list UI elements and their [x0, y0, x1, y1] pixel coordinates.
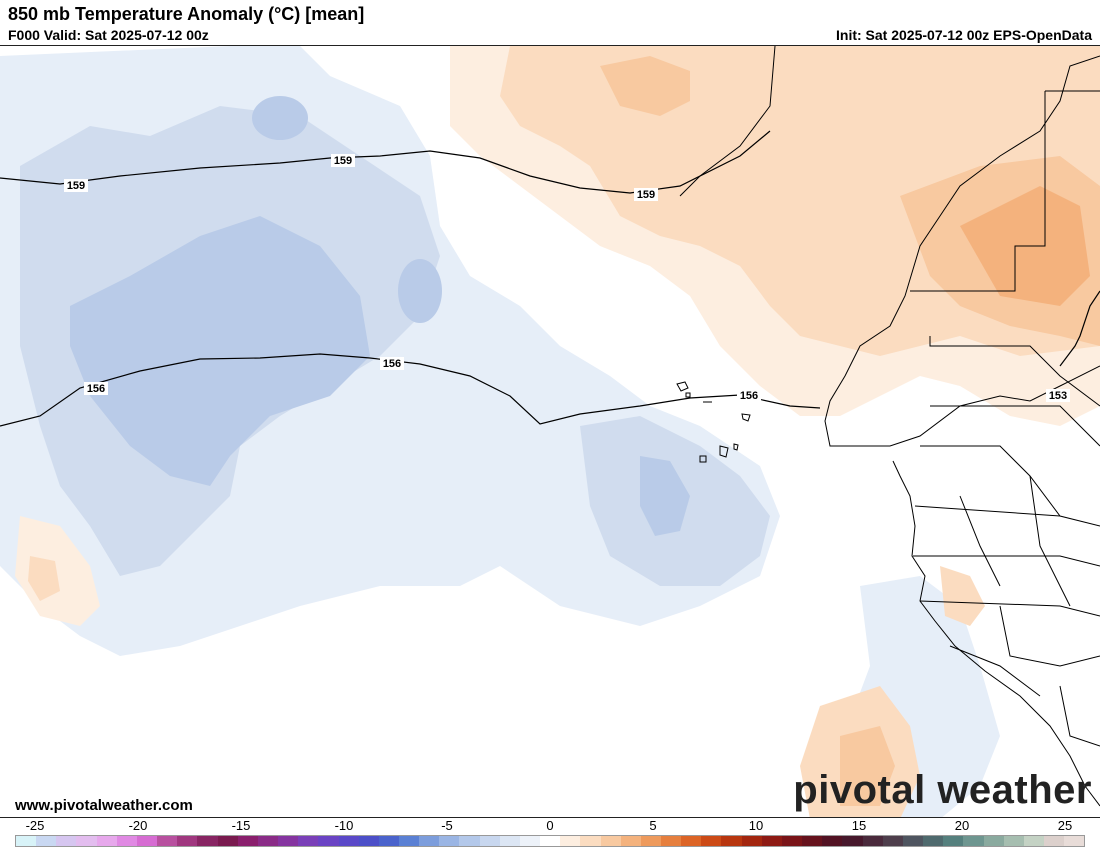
colorbar-ticks: -25 -20 -15 -10 -5 0 5 10 15 20 25 [15, 818, 1085, 833]
colorbar-swatch [681, 836, 702, 846]
colorbar-swatch [661, 836, 682, 846]
contour-label: 159 [334, 155, 352, 167]
website-url[interactable]: www.pivotalweather.com [15, 797, 193, 814]
colorbar-swatch [923, 836, 944, 846]
colorbar-tick-label: -5 [441, 818, 453, 833]
colorbar-swatch [298, 836, 319, 846]
colorbar-swatch [278, 836, 299, 846]
colorbar-swatch [761, 836, 782, 846]
contour-label: 156 [383, 358, 401, 370]
colorbar-tick-label: 5 [649, 818, 657, 833]
colorbar-tick-label: 25 [1057, 818, 1073, 833]
colorbar: -25 -20 -15 -10 -5 0 5 10 15 20 25 [15, 818, 1085, 848]
contour-label: 159 [637, 189, 655, 201]
colorbar-swatch [721, 836, 742, 846]
colorbar-swatch [882, 836, 903, 846]
colorbar-swatch [499, 836, 520, 846]
colorbar-swatch [600, 836, 621, 846]
colorbar-swatch [741, 836, 762, 846]
colorbar-swatch [902, 836, 924, 846]
colorbar-swatches [15, 835, 1085, 847]
colorbar-swatch [802, 836, 823, 846]
colorbar-swatch [56, 836, 77, 846]
contour-label-group: 159 159 159 156 156 156 153 [64, 154, 1070, 402]
colorbar-swatch [842, 836, 863, 846]
colorbar-swatch [398, 836, 420, 846]
colorbar-swatch [1064, 836, 1085, 846]
map-title: 850 mb Temperature Anomaly (°C) [mean] [8, 4, 365, 24]
colorbar-swatch [76, 836, 97, 846]
colorbar-swatch [560, 836, 581, 846]
colorbar-swatch [177, 836, 198, 846]
colorbar-swatch [338, 836, 359, 846]
colorbar-tick-label: -15 [231, 818, 251, 833]
colorbar-swatch [1003, 836, 1024, 846]
colorbar-swatch [701, 836, 722, 846]
colorbar-swatch [157, 836, 178, 846]
colorbar-swatch [943, 836, 964, 846]
colorbar-swatch [257, 836, 279, 846]
contour-label: 156 [87, 383, 105, 395]
colorbar-swatch [1023, 836, 1044, 846]
colorbar-swatch [318, 836, 339, 846]
anomaly-map-svg: 159 159 159 156 156 156 153 [0, 46, 1100, 817]
map-canvas[interactable]: 159 159 159 156 156 156 153 [0, 45, 1100, 818]
colorbar-tick-label: 10 [748, 818, 764, 833]
colorbar-swatch [36, 836, 57, 846]
colorbar-swatch [479, 836, 500, 846]
colorbar-tick-label: -10 [334, 818, 354, 833]
colorbar-swatch [580, 836, 601, 846]
colorbar-swatch [419, 836, 440, 846]
colorbar-tick-label: -20 [128, 818, 148, 833]
colorbar-swatch [519, 836, 541, 846]
pivotal-weather-logo: pivotal weather [793, 768, 1092, 812]
colorbar-tick-label: 20 [954, 818, 970, 833]
coastline-borders [676, 46, 1100, 807]
colorbar-swatch [96, 836, 117, 846]
colorbar-swatch [358, 836, 379, 846]
colorbar-swatch [217, 836, 238, 846]
colorbar-swatch [620, 836, 641, 846]
colorbar-tick-label: 0 [546, 818, 554, 833]
cold-anomaly-shading [0, 46, 1000, 817]
valid-time: F000 Valid: Sat 2025-07-12 00z [8, 27, 209, 43]
colorbar-swatch [16, 836, 37, 846]
colorbar-swatch [439, 836, 460, 846]
colorbar-swatch [459, 836, 480, 846]
contour-label: 153 [1049, 390, 1067, 402]
init-time: Init: Sat 2025-07-12 00z EPS-OpenData [836, 27, 1092, 43]
colorbar-swatch [116, 836, 137, 846]
colorbar-swatch [963, 836, 984, 846]
colorbar-swatch [197, 836, 218, 846]
colorbar-swatch [136, 836, 158, 846]
height-contours [0, 130, 1100, 427]
colorbar-swatch [378, 836, 399, 846]
colorbar-tick-label: 15 [851, 818, 867, 833]
colorbar-tick-label: -25 [25, 818, 45, 833]
contour-label: 156 [740, 390, 758, 402]
colorbar-swatch [640, 836, 661, 846]
colorbar-swatch [1043, 836, 1065, 846]
colorbar-swatch [237, 836, 258, 846]
colorbar-swatch [781, 836, 803, 846]
colorbar-swatch [862, 836, 883, 846]
warm-anomaly-shading [15, 46, 1100, 817]
colorbar-swatch [822, 836, 843, 846]
contour-label: 159 [67, 180, 85, 192]
colorbar-swatch [540, 836, 561, 846]
colorbar-swatch [983, 836, 1004, 846]
